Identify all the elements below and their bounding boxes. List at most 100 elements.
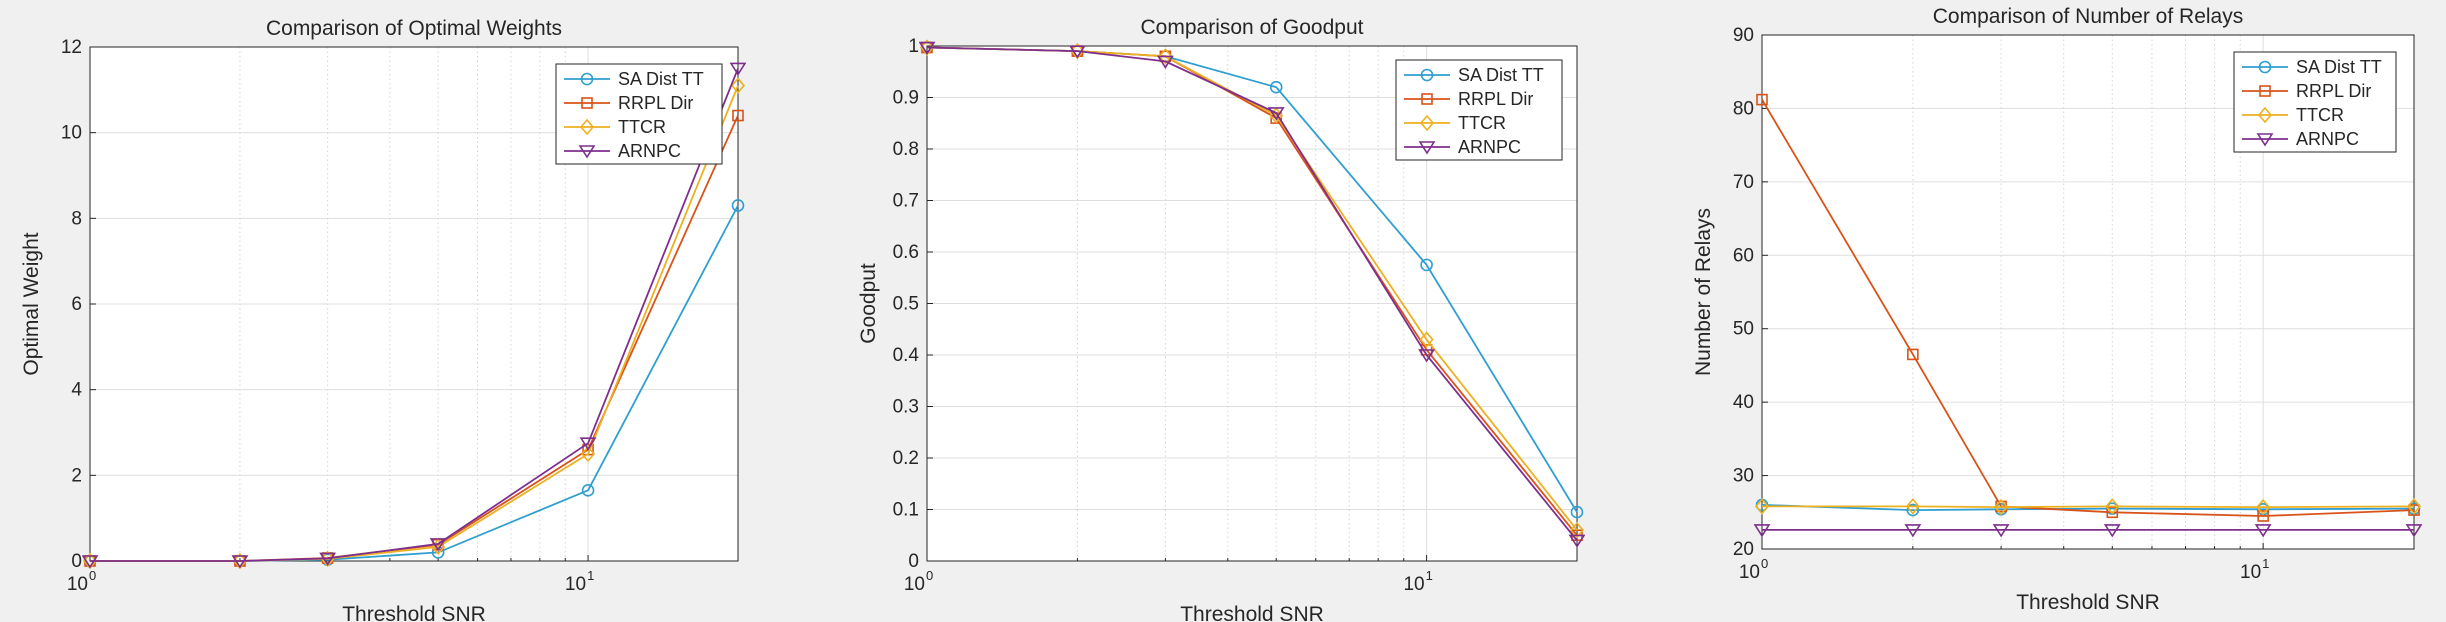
data-point [1156,55,1174,69]
y-tick-label: 50 [1733,319,1754,340]
legend-marker [581,97,593,109]
chart-title: Comparison of Optimal Weights [266,17,562,40]
data-point [919,41,936,56]
legend-item: RRPL Dir [2242,81,2371,101]
legend-item: RRPL Dir [564,93,693,113]
data-point [1569,521,1585,539]
legend: SA Dist TT RRPL Dir TTCR ARNPC [2233,51,2397,153]
legend-label: SA Dist TT [618,69,704,89]
y-tick-label: 0 [71,551,82,572]
data-point [1907,348,1919,361]
y-tick-label: 0 [908,551,919,572]
y-axis-label: Number of Relays [1692,208,1715,376]
legend-label: ARNPC [618,141,681,161]
y-tick-label: 0.4 [893,345,920,366]
legend: SA Dist TT RRPL Dir TTCR ARNPC [555,63,723,165]
legend-item: RRPL Dir [1404,89,1533,109]
legend-label: TTCR [2296,105,2344,125]
y-tick-label: 12 [61,37,82,58]
data-point [2103,524,2121,538]
y-axis-label: Goodput [857,263,880,344]
grid [89,46,738,562]
legend-marker [1420,68,1434,82]
data-point [731,199,745,212]
data-point [729,62,746,76]
x-tick-label: 10 0 [1739,556,1768,583]
legend-label: SA Dist TT [1458,65,1544,85]
data-point [581,484,595,497]
data-point [82,555,99,569]
y-tick-label: 0.6 [893,242,919,263]
y-axis-label: Optimal Weight [20,232,43,375]
data-point [1269,80,1283,94]
y-tick-label: 30 [1733,466,1754,487]
y-tick-label: 2 [71,465,82,486]
chart-title: Comparison of Goodput [1141,16,1364,39]
legend-marker [1421,93,1433,105]
legend-label: TTCR [1458,113,1506,133]
data-point [2408,504,2420,516]
legend-item: TTCR [1404,113,1506,133]
legend-marker [579,118,595,136]
legend-box [555,63,723,165]
data-point [1754,524,1771,538]
y-tick-label: 0.5 [893,294,919,315]
x-tick-base: 10 [904,574,925,595]
y-tick-label: 0.3 [893,397,919,418]
series-line [90,68,739,562]
legend-item: ARNPC [2242,129,2359,149]
legend-item: TTCR [564,117,666,137]
x-tick-base: 10 [1739,562,1760,583]
chart-panel-number-of-relays: 20 30 40 50 60 70 80 90 10 0 10 1 Comparison of Numb… [1656,0,2446,622]
legend-marker [1419,114,1435,132]
x-tick-label: 10 1 [565,568,594,595]
x-tick-label: 10 0 [904,568,933,595]
data-point [2256,498,2271,516]
data-point [2257,510,2269,522]
legend-label: ARNPC [1458,137,1521,157]
y-tick-label: 40 [1733,392,1754,413]
x-tick-label: 10 1 [2240,556,2269,583]
legend-box [1395,59,1563,161]
data-point [1994,498,2009,516]
series-2 [1754,498,2422,516]
y-tick-label: 0.7 [893,191,919,212]
x-tick-label: 10 1 [1403,568,1432,595]
legend-label: SA Dist TT [2296,57,2382,77]
data-point [1904,524,1922,538]
data-point [579,437,597,451]
legend-label: RRPL Dir [618,93,693,113]
y-tick-label: 0.9 [893,88,919,109]
data-point [429,538,447,552]
y-tick-label: 4 [71,380,82,401]
legend-marker [578,145,596,159]
legend-marker [2258,60,2272,74]
data-point [732,109,744,122]
legend-item: TTCR [2242,105,2344,125]
legend-label: RRPL Dir [2296,81,2371,101]
data-point [1756,93,1768,106]
legend-marker [1418,141,1436,155]
series-line [1761,99,2415,517]
legend-item: SA Dist TT [1404,65,1544,85]
legend-marker [2259,85,2271,97]
data-point [319,552,337,566]
legend: SA Dist TT RRPL Dir TTCR ARNPC [1395,59,1563,161]
legend-label: RRPL Dir [1458,89,1533,109]
data-point [730,77,746,94]
data-point [1992,524,2010,538]
data-point [1568,534,1585,548]
y-tick-label: 1 [908,36,919,57]
legend-box [2233,51,2397,153]
legend-label: TTCR [618,117,666,137]
data-point [2105,498,2120,515]
data-point [2405,524,2422,538]
data-point [1158,48,1173,65]
y-tick-label: 0.2 [893,448,919,469]
x-tick-exponent: 0 [89,568,96,583]
x-tick-base: 10 [2240,562,2261,583]
data-point [1905,498,1920,515]
y-tick-label: 10 [61,123,82,144]
